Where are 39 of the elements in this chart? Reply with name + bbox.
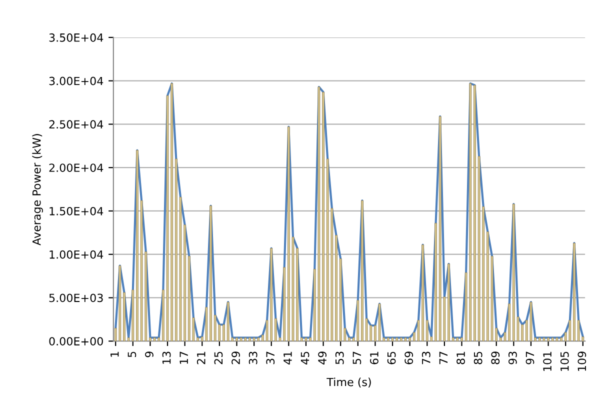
x-tick-label: 25	[214, 352, 223, 364]
x-tick-label: 69	[404, 352, 414, 364]
x-tick-label: 33	[248, 352, 258, 364]
x-tick-label: 93	[508, 352, 517, 364]
x-tick-label: 41	[284, 352, 292, 364]
x-tick-label: 65	[387, 352, 396, 364]
y-tick-label: 5.00E+03	[49, 294, 103, 302]
x-tick-label: 5	[128, 352, 136, 358]
x-tick-label: 81	[456, 352, 465, 364]
x-tick-label: 45	[300, 352, 310, 364]
x-tick-label: 1	[110, 352, 119, 357]
x-tick-label: 85	[474, 352, 482, 364]
y-tick-label: 0.00E+00	[49, 337, 103, 346]
x-tick-label: 109	[578, 352, 586, 371]
x-tick-label: 101	[543, 352, 552, 371]
x-tick-label: 53	[335, 352, 344, 364]
y-tick-label: 2.50E+04	[49, 120, 104, 129]
x-tick-label: 77	[439, 352, 448, 364]
x-tick-label: 97	[526, 352, 534, 364]
x-tick-label: 37	[266, 352, 275, 364]
line-series	[114, 82, 584, 339]
x-tick-label: 57	[352, 352, 362, 364]
x-tick-label: 73	[422, 352, 430, 364]
x-tick-label: 89	[491, 352, 500, 364]
x-axis-title: Time (s)	[326, 378, 371, 388]
x-tick-label: 49	[318, 352, 327, 364]
x-tick-label: 61	[370, 352, 378, 364]
y-tick-label: 3.00E+04	[49, 76, 104, 86]
y-axis-title: Average Power (kW)	[32, 134, 43, 246]
y-tick-label: 3.50E+04	[49, 33, 104, 42]
x-tick-label: 17	[180, 352, 188, 364]
x-tick-label: 21	[196, 352, 206, 364]
x-tick-label: 29	[232, 352, 240, 364]
y-tick-label: 2.00E+04	[49, 164, 104, 172]
x-tick-label: 13	[162, 352, 171, 364]
x-tick-label: 9	[145, 352, 154, 358]
x-tick-label: 105	[560, 352, 569, 371]
y-tick-label: 1.50E+04	[50, 206, 104, 216]
y-tick-label: 1.00E+04	[50, 250, 104, 259]
